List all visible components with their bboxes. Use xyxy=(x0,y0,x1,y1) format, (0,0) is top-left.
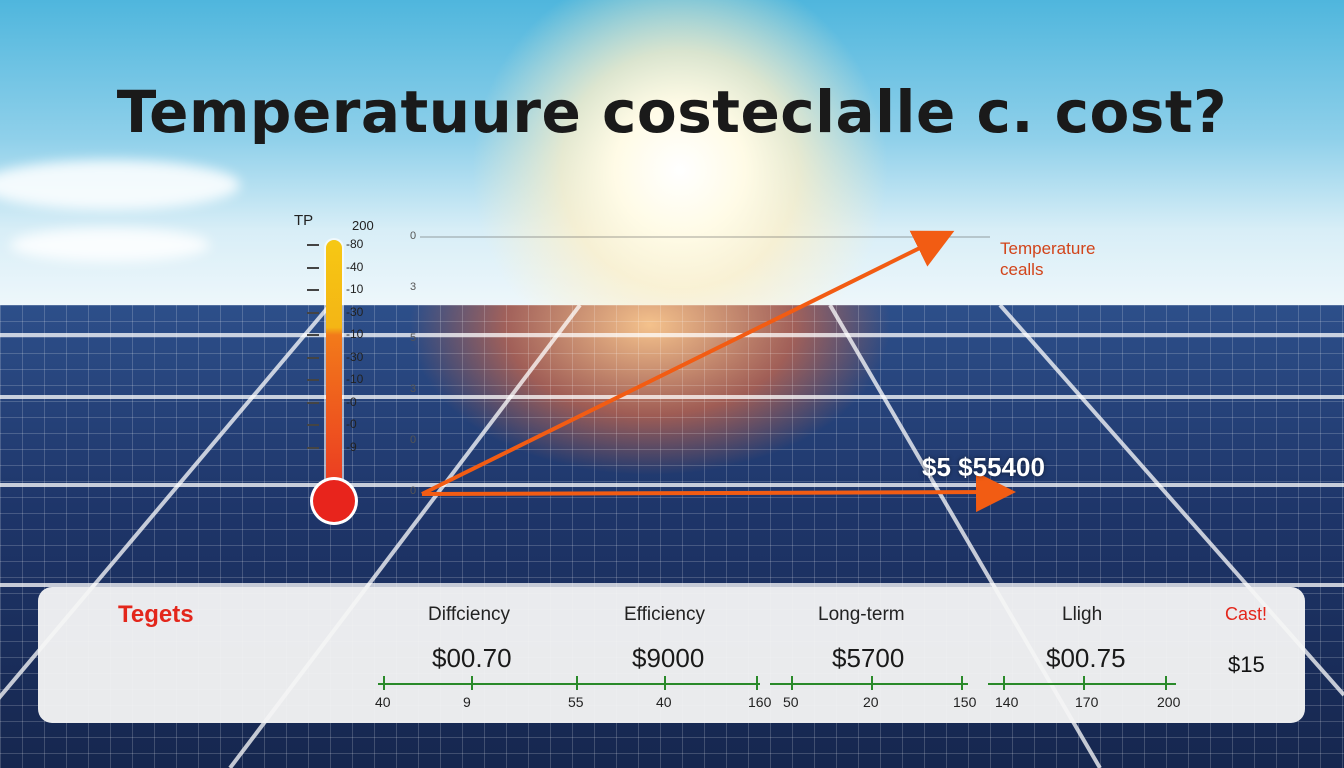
thermometer-tick xyxy=(307,244,319,246)
column-value: $5700 xyxy=(832,643,905,673)
scale-tick-label: 170 xyxy=(1075,694,1099,710)
y-axis-tick-label: 5 xyxy=(410,332,417,344)
thermometer-tick xyxy=(307,289,319,291)
thermometer-tick-label: -40 xyxy=(346,259,364,274)
scale-tick-label: 200 xyxy=(1157,694,1181,710)
y-axis-tick-label: 0 xyxy=(410,485,417,497)
cost-summary-bar xyxy=(38,587,1305,723)
bar-left-label: Tegets xyxy=(118,601,194,628)
thermometer-tick xyxy=(307,401,319,404)
y-axis-tick-label: 3 xyxy=(410,281,417,293)
thermometer-tick-label: -0 xyxy=(346,394,357,409)
legend-line: Temperature xyxy=(1000,239,1096,258)
thermometer-tick xyxy=(307,311,319,314)
thermometer-tick xyxy=(307,334,319,336)
thermometer-tick xyxy=(307,266,319,269)
scale-tick-label: 20 xyxy=(863,694,879,710)
thermometer-tick xyxy=(307,379,319,381)
scale-tick-label: 40 xyxy=(375,694,391,710)
scale-tick-label: 55 xyxy=(568,694,584,710)
scale-tick-label: 40 xyxy=(656,694,672,710)
cost-arrow xyxy=(421,472,1016,513)
y-axis-tick-label: 0 xyxy=(410,230,417,242)
column-value: $9000 xyxy=(632,643,705,673)
thermometer-tick xyxy=(307,446,319,449)
bar-right-label: Cast! xyxy=(1225,604,1268,624)
bar-right-value: $15 xyxy=(1228,652,1265,677)
column-header: Diffciency xyxy=(428,604,511,625)
column-value: $00.75 xyxy=(1046,643,1126,673)
thermometer-tick-label: -0 xyxy=(346,417,357,431)
column-header: Efficiency xyxy=(624,604,705,625)
thermometer-tick xyxy=(307,356,319,359)
thermometer-tube xyxy=(326,240,342,490)
thermometer-label: TP xyxy=(294,212,314,229)
y-axis-tick-label: 3 xyxy=(410,383,417,395)
y-axis-tick-label: 0 xyxy=(410,434,417,446)
thermometer-tick-label: -30 xyxy=(346,349,364,364)
price-label: $5 $55400 xyxy=(922,452,1045,482)
thermometer-bulb xyxy=(313,480,355,522)
thermometer-tick-label: -10 xyxy=(346,327,364,341)
cloud xyxy=(10,228,210,262)
cloud xyxy=(0,160,240,210)
thermometer-tick-label: -80 xyxy=(346,237,364,251)
legend-line: cealls xyxy=(1000,260,1044,279)
column-header: Long-term xyxy=(818,604,905,625)
scale-tick-label: 140 xyxy=(995,694,1019,710)
thermometer-top-value: 200 xyxy=(352,218,374,233)
page-title: Temperatuure costeclalle c. cost? xyxy=(116,78,1228,146)
scale-tick-label: 50 xyxy=(783,694,799,710)
column-header: Lligh xyxy=(1062,604,1103,625)
scale-tick-label: 9 xyxy=(463,694,471,710)
thermometer-tick-label: -9 xyxy=(346,439,357,454)
thermometer-tick-label: -10 xyxy=(346,282,364,296)
graph-legend: Temperature cealls xyxy=(1000,238,1095,280)
scale-tick-label: 150 xyxy=(953,694,977,710)
column-value: $00.70 xyxy=(432,643,512,673)
temperature-arrow xyxy=(421,230,955,496)
thermometer-tick xyxy=(307,424,319,426)
thermometer-tick-label: -10 xyxy=(346,372,364,386)
scale-tick-label: 160 xyxy=(748,694,772,710)
thermometer-tick-label: -30 xyxy=(346,304,364,319)
